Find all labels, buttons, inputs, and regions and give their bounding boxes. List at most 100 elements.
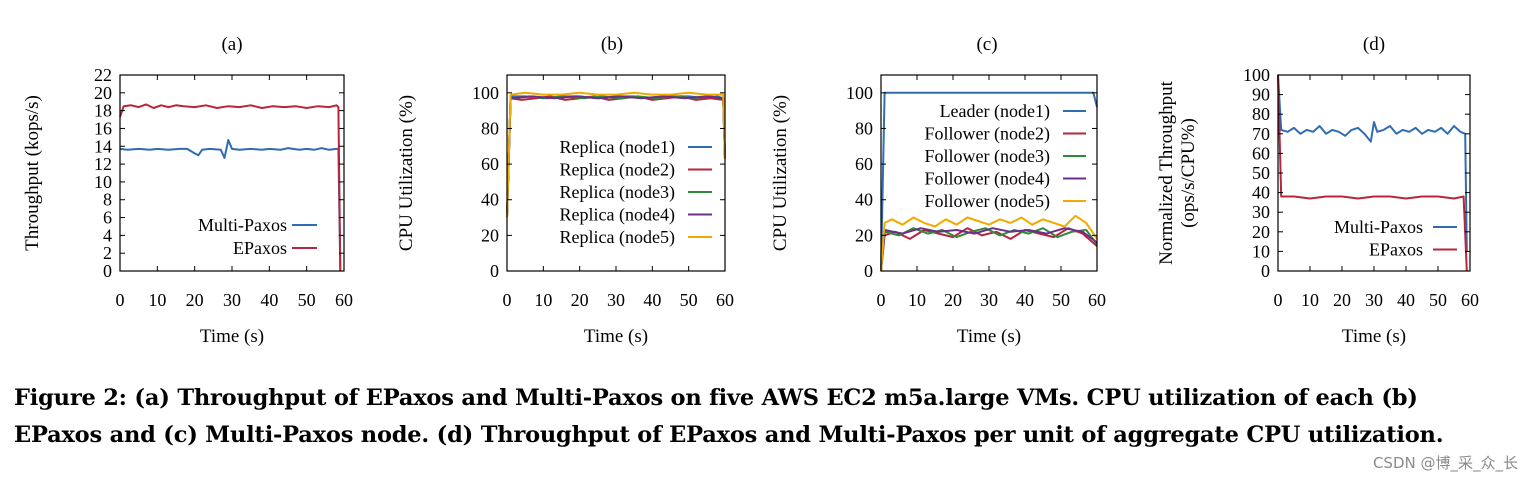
y-tick-label: 18 — [94, 101, 112, 121]
x-axis-label: Time (s) — [1342, 326, 1406, 347]
caption-line-2: EPaxos and (c) Multi-Paxos node. (d) Thr… — [14, 422, 1444, 448]
y-tick-label: 60 — [855, 154, 873, 174]
y-tick-label: 20 — [481, 225, 499, 245]
x-tick-label: 60 — [1088, 290, 1106, 310]
y-tick-label: 10 — [94, 172, 112, 192]
x-tick-label: 50 — [1429, 290, 1447, 310]
y-tick-label: 0 — [864, 261, 873, 281]
x-tick-label: 40 — [260, 290, 278, 310]
y-tick-label: 90 — [1252, 85, 1270, 105]
y-axis-label: Normalized Throughput(ops/s/CPU%) — [1156, 80, 1199, 265]
legend-label: Follower (node2) — [925, 124, 1050, 145]
series-line-2 — [506, 95, 726, 218]
x-axis-label: Time (s) — [957, 326, 1021, 347]
y-tick-label: 0 — [1261, 261, 1270, 281]
series-line-2 — [880, 227, 1098, 272]
x-tick-label: 0 — [1274, 290, 1283, 310]
x-tick-label: 10 — [534, 290, 552, 310]
y-tick-label: 60 — [481, 154, 499, 174]
x-tick-label: 50 — [298, 290, 316, 310]
panel-label: (c) — [976, 34, 997, 55]
x-tick-label: 30 — [1365, 290, 1383, 310]
x-axis-label: Time (s) — [200, 326, 264, 347]
y-tick-label: 80 — [481, 118, 499, 138]
series-line-2 — [1277, 74, 1468, 272]
y-tick-label: 40 — [481, 190, 499, 210]
y-tick-label: 100 — [472, 83, 499, 103]
y-axis-label: CPU Utilization (%) — [770, 95, 791, 251]
y-tick-label: 22 — [94, 65, 112, 85]
y-tick-label: 10 — [1252, 241, 1270, 261]
series-line-1 — [880, 91, 1098, 272]
series-line-5 — [506, 91, 726, 218]
y-axis-label: CPU Utilization (%) — [396, 95, 417, 251]
legend-label: Replica (node5) — [560, 227, 675, 248]
y-tick-label: 0 — [103, 261, 112, 281]
y-tick-label: 80 — [855, 118, 873, 138]
y-tick-label: 16 — [94, 118, 112, 138]
legend-label: Follower (node3) — [925, 146, 1050, 167]
y-tick-label: 70 — [1252, 124, 1270, 144]
y-axis-label-line-2: (ops/s/CPU%) — [1178, 118, 1199, 228]
y-tick-label: 20 — [1252, 222, 1270, 242]
x-tick-label: 30 — [980, 290, 998, 310]
y-axis-label-line-1: Normalized Throughput — [1156, 80, 1177, 265]
legend-label: Multi-Paxos — [1334, 217, 1423, 237]
x-tick-label: 20 — [1333, 290, 1351, 310]
plot-frame — [119, 74, 345, 272]
caption-line-1: Figure 2: (a) Throughput of EPaxos and M… — [14, 385, 1418, 411]
x-tick-label: 30 — [223, 290, 241, 310]
x-tick-label: 0 — [116, 290, 125, 310]
y-tick-label: 100 — [1243, 65, 1270, 85]
chart-panel-b: (b) 0 20 40 60 80 100 0 10 20 30 40 50 60 Time (s) CPU … — [396, 34, 734, 347]
legend-label: Replica (node1) — [560, 137, 675, 158]
watermark: CSDN @博_采_众_长 — [1372, 454, 1518, 472]
legend-label: Multi-Paxos — [198, 215, 287, 235]
x-tick-label: 20 — [571, 290, 589, 310]
panel-label: (d) — [1363, 34, 1385, 55]
panel-label: (a) — [221, 34, 242, 55]
y-axis-label: Throughput (kops/s) — [22, 95, 43, 251]
series-line-5 — [880, 214, 1098, 272]
x-tick-label: 10 — [908, 290, 926, 310]
figure-caption: Figure 2: (a) Throughput of EPaxos and M… — [14, 380, 1519, 454]
y-tick-label: 0 — [490, 261, 499, 281]
x-tick-label: 50 — [1052, 290, 1070, 310]
x-tick-label: 50 — [680, 290, 698, 310]
y-tick-label: 50 — [1252, 163, 1270, 183]
legend-label: Replica (node4) — [560, 205, 675, 226]
y-tick-label: 60 — [1252, 143, 1270, 163]
y-tick-label: 80 — [1252, 104, 1270, 124]
x-tick-label: 30 — [607, 290, 625, 310]
y-tick-label: 40 — [1252, 183, 1270, 203]
series-line-4 — [506, 95, 726, 218]
x-tick-label: 40 — [643, 290, 661, 310]
legend-label: Follower (node4) — [925, 169, 1050, 190]
x-tick-label: 40 — [1016, 290, 1034, 310]
legend-label: Follower (node5) — [925, 191, 1050, 212]
series-line-1 — [119, 139, 342, 272]
y-tick-label: 2 — [103, 243, 112, 263]
legend-label: Replica (node3) — [560, 182, 675, 203]
y-tick-label: 6 — [103, 208, 112, 228]
x-tick-label: 20 — [186, 290, 204, 310]
x-tick-label: 60 — [716, 290, 734, 310]
x-tick-label: 40 — [1397, 290, 1415, 310]
y-tick-label: 100 — [846, 83, 873, 103]
y-tick-label: 4 — [103, 225, 112, 245]
x-tick-label: 20 — [944, 290, 962, 310]
series-line-1 — [1277, 74, 1468, 252]
x-tick-label: 10 — [1301, 290, 1319, 310]
panel-label: (b) — [601, 34, 623, 55]
x-tick-label: 0 — [877, 290, 886, 310]
y-tick-label: 14 — [94, 136, 112, 156]
legend-label: EPaxos — [233, 238, 287, 258]
y-tick-label: 12 — [94, 154, 112, 174]
x-tick-label: 10 — [148, 290, 166, 310]
x-axis-label: Time (s) — [584, 326, 648, 347]
chart-panel-c: (c) 0 20 40 60 80 100 0 10 20 30 40 50 60 Time (s) CPU … — [770, 34, 1106, 347]
series-line-4 — [880, 227, 1098, 272]
